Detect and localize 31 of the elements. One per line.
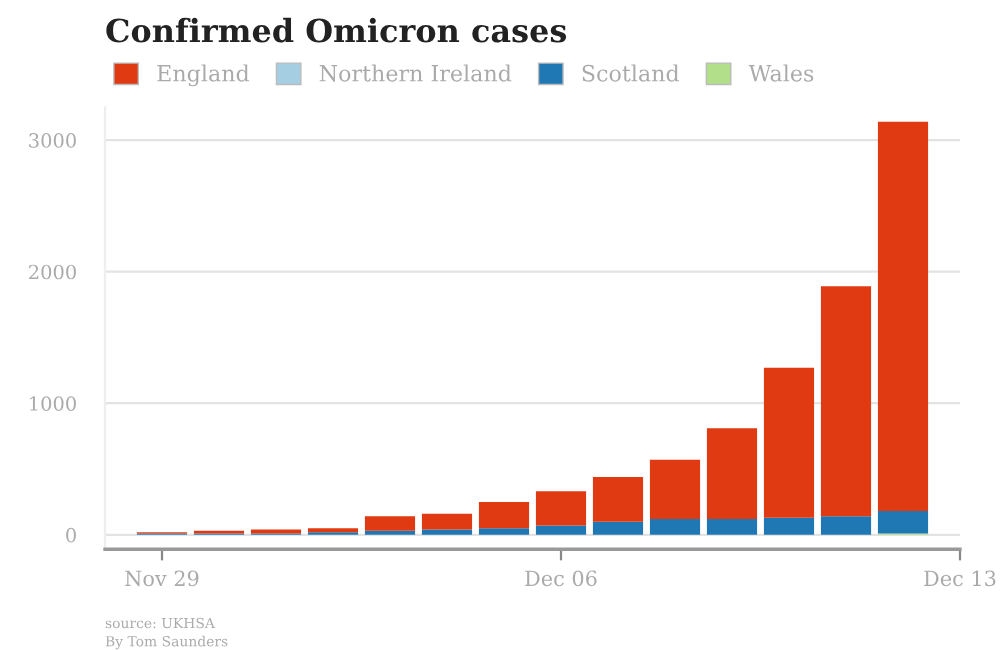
y-tick-label: 2000	[29, 264, 76, 280]
bar	[421, 529, 473, 535]
x-tick-label: Dec 13	[924, 570, 996, 587]
bar	[478, 528, 530, 535]
bar	[877, 511, 929, 534]
x-tick-label: Nov 29	[125, 570, 199, 587]
bar	[364, 516, 416, 531]
bar	[763, 517, 815, 535]
bar	[763, 367, 815, 518]
bar	[877, 121, 929, 512]
bar	[421, 513, 473, 530]
legend-label: Scotland	[582, 64, 680, 82]
bar	[535, 525, 587, 535]
legend-label: Wales	[748, 64, 814, 82]
x-tick-label: Dec 06	[525, 570, 597, 587]
bar	[649, 518, 701, 535]
bar	[706, 518, 758, 535]
y-tick-label: 1000	[30, 396, 76, 411]
chart-title: Confirmed Omicron cases	[106, 17, 567, 43]
bar	[592, 476, 644, 522]
legend-label: England	[157, 64, 250, 87]
bar	[478, 501, 530, 529]
bar	[649, 459, 701, 519]
legend-label: Northern Ireland	[319, 64, 512, 82]
bar	[706, 428, 758, 519]
bar	[820, 516, 872, 535]
y-tick-label: 0	[66, 527, 76, 543]
bar	[535, 491, 587, 526]
y-tick-label: 3000	[29, 133, 76, 148]
bar	[820, 286, 872, 517]
bar	[592, 521, 644, 535]
